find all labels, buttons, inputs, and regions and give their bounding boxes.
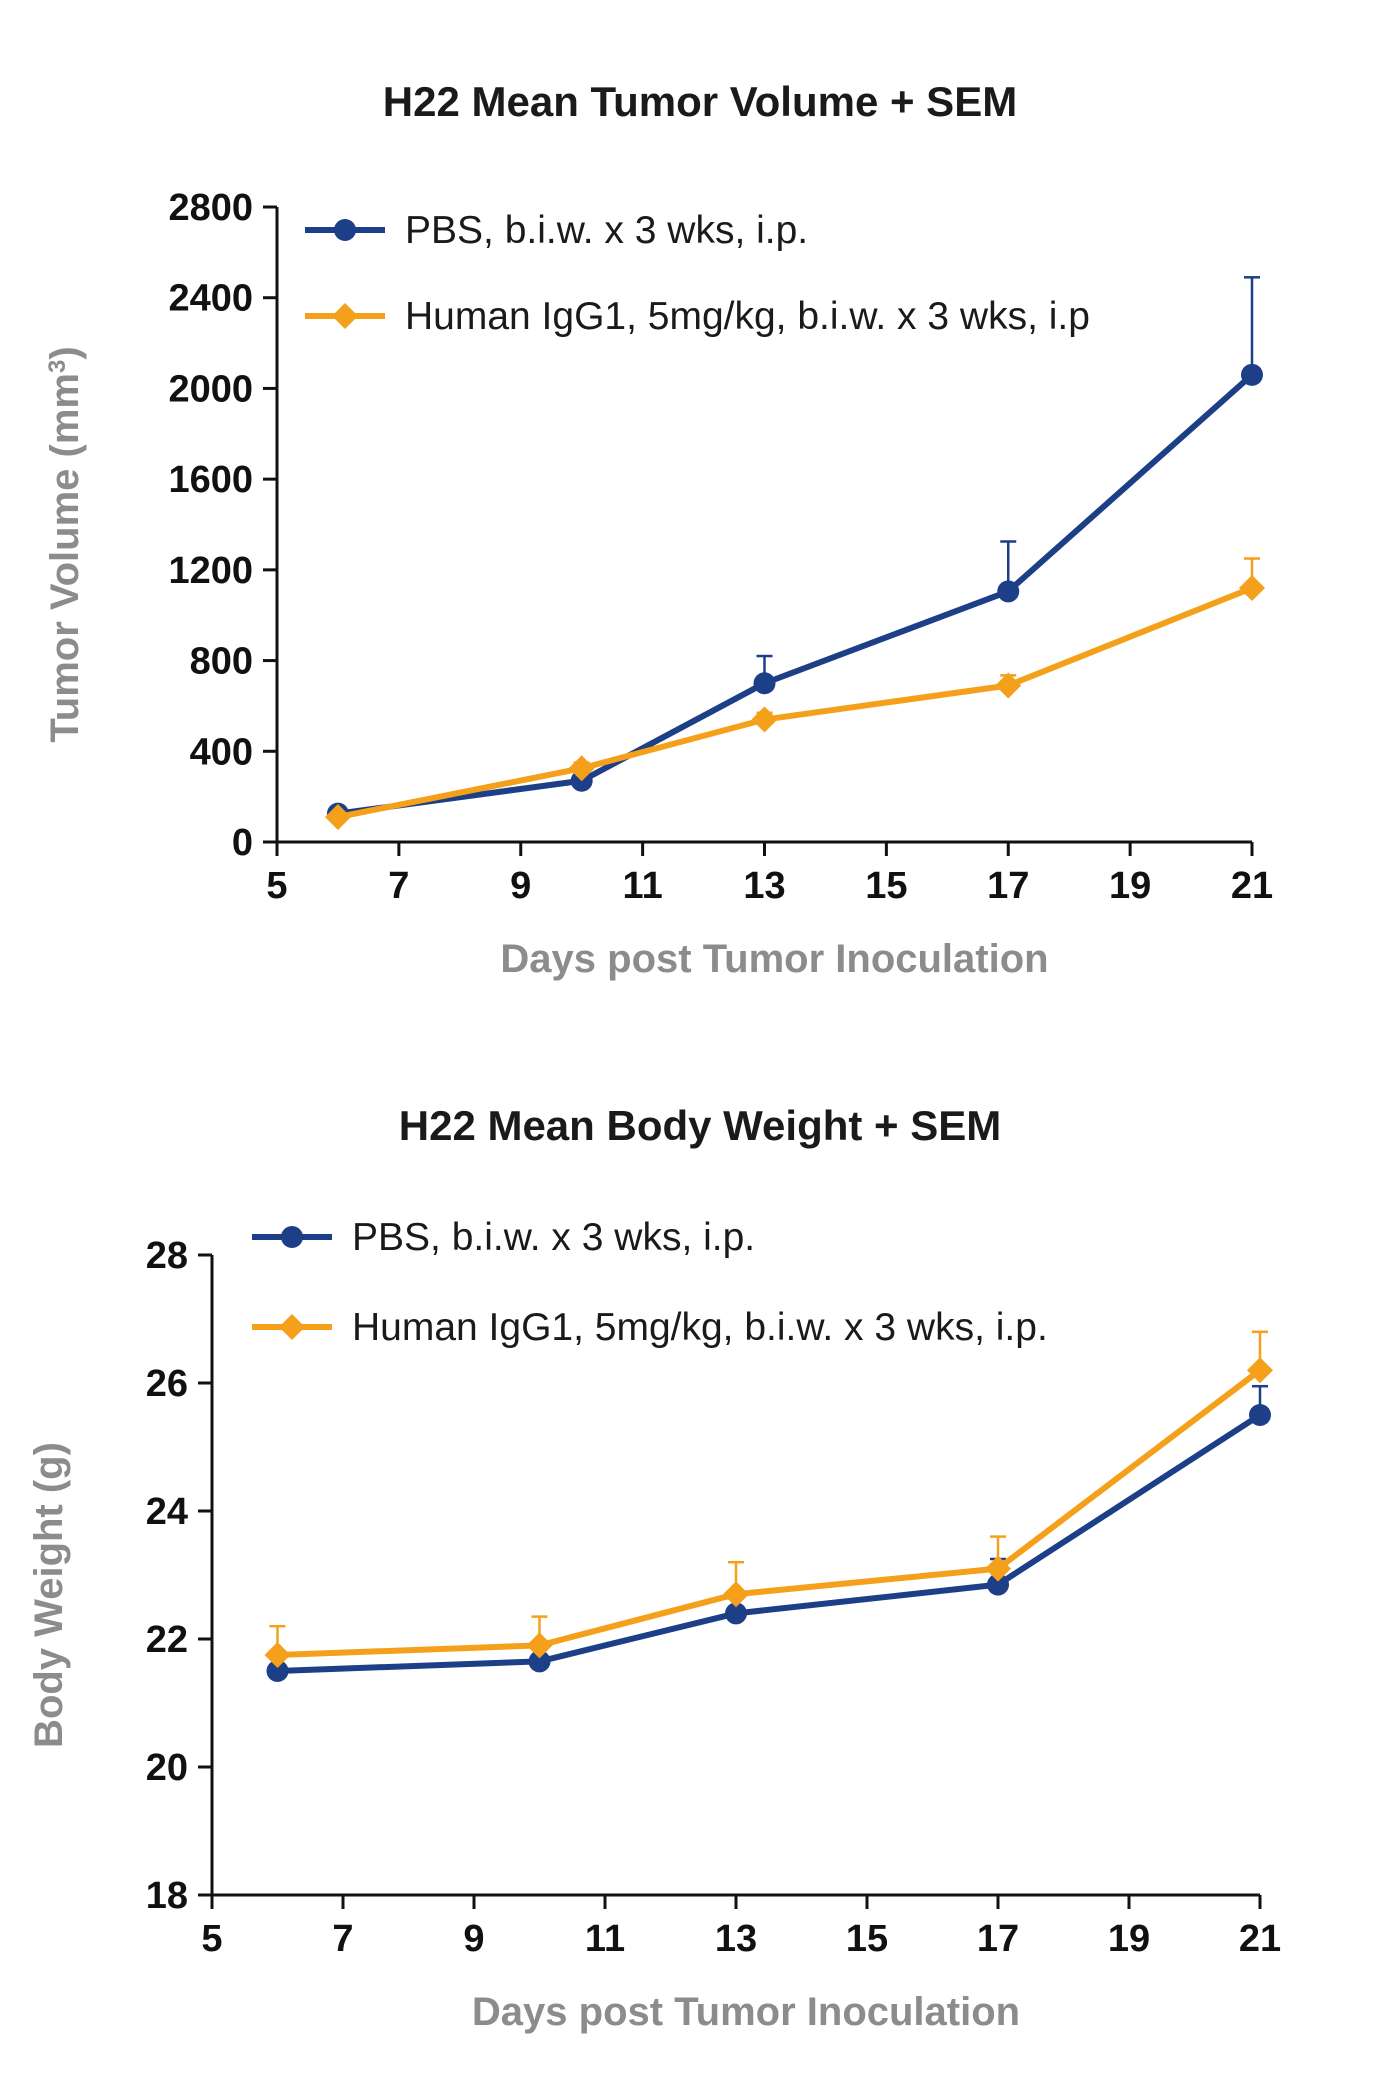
body-weight-chart: H22 Mean Body Weight + SEM 18 20 22 24 26 28 5… xyxy=(0,1040,1400,2097)
x-tick-label: 9 xyxy=(510,865,531,907)
data-point xyxy=(1247,1357,1273,1384)
series-human-igg1 xyxy=(324,557,1265,831)
y-tick-label: 800 xyxy=(190,641,253,683)
x-tick-label: 17 xyxy=(987,865,1029,907)
legend-label: Human IgG1, 5mg/kg, b.i.w. x 3 wks, i.p xyxy=(405,295,1090,338)
data-point xyxy=(995,672,1022,699)
chart-title: H22 Mean Body Weight + SEM xyxy=(398,1102,1002,1149)
data-point xyxy=(725,1602,747,1625)
y-tick-label: 2800 xyxy=(168,187,253,229)
tumor-volume-plot: 0 400 800 1200 1600 2000 2400 2800 5 7 9 11 13 15 17 19… xyxy=(43,187,1273,981)
y-axis-label-close: ) xyxy=(43,346,87,359)
legend-label: Human IgG1, 5mg/kg, b.i.w. x 3 wks, i.p. xyxy=(352,1306,1048,1349)
data-point xyxy=(526,1632,553,1659)
data-point xyxy=(723,1581,749,1608)
y-tick-label: 22 xyxy=(146,1619,188,1661)
data-point xyxy=(1241,363,1263,386)
x-tick-label: 7 xyxy=(388,865,409,907)
y-tick-label: 1600 xyxy=(168,459,253,501)
x-tick-label: 19 xyxy=(1109,865,1151,907)
data-point xyxy=(753,672,776,695)
series-human-igg1 xyxy=(264,1330,1273,1668)
data-point xyxy=(568,755,595,782)
chart-title: H22 Mean Tumor Volume + SEM xyxy=(382,78,1018,125)
y-tick-label: 18 xyxy=(146,1875,188,1917)
series-line xyxy=(337,372,1254,817)
y-axis-label: Tumor Volume (mm3) xyxy=(43,346,87,742)
legend-marker xyxy=(332,303,358,329)
x-tick-label: 17 xyxy=(977,1918,1019,1960)
y-tick-label: 20 xyxy=(146,1747,188,1789)
x-tick-label: 15 xyxy=(846,1918,888,1960)
series-pbs xyxy=(266,1384,1271,1682)
x-tick-label: 13 xyxy=(743,865,785,907)
x-tick-label: 21 xyxy=(1239,1918,1281,1960)
x-tick-label: 9 xyxy=(463,1918,484,1960)
y-tick-label: 1200 xyxy=(168,550,253,592)
y-tick-label: 400 xyxy=(190,731,253,773)
y-tick-label: 24 xyxy=(146,1491,188,1533)
legend-marker xyxy=(279,1314,305,1340)
x-tick-label: 21 xyxy=(1231,865,1273,907)
x-tick-label: 7 xyxy=(332,1918,353,1960)
y-axis-label: Body Weight (g) xyxy=(27,1442,71,1748)
data-point xyxy=(528,1650,551,1673)
legend-marker xyxy=(334,219,356,241)
data-point xyxy=(985,1555,1011,1582)
legend-marker xyxy=(281,1226,303,1248)
x-tick-label: 5 xyxy=(201,1918,222,1960)
x-tick-label: 19 xyxy=(1108,1918,1150,1960)
data-point xyxy=(1249,1404,1271,1426)
series-pbs xyxy=(326,276,1263,825)
data-point xyxy=(264,1642,291,1668)
legend-label: PBS, b.i.w. x 3 wks, i.p. xyxy=(352,1216,755,1259)
y-tick-label: 2000 xyxy=(168,368,253,410)
x-axis-label: Days post Tumor Inoculation xyxy=(500,937,1048,981)
x-tick-label: 13 xyxy=(715,1918,757,1960)
data-point xyxy=(1239,575,1265,601)
body-weight-plot: 18 20 22 24 26 28 5 7 9 11 13 15 17 19 21 Days post Tum… xyxy=(27,1216,1281,2034)
y-tick-label: 2400 xyxy=(168,278,253,320)
tumor-volume-chart: H22 Mean Tumor Volume + SEM 0 400 800 1200 1… xyxy=(0,0,1400,1040)
data-point xyxy=(324,804,351,831)
series-line xyxy=(277,1412,1262,1674)
data-point xyxy=(266,1660,289,1682)
y-tick-label: 26 xyxy=(146,1363,188,1405)
x-tick-label: 11 xyxy=(585,1918,625,1960)
x-tick-label: 15 xyxy=(865,865,907,907)
data-point xyxy=(987,1573,1009,1596)
data-point xyxy=(997,580,1020,603)
x-tick-label: 5 xyxy=(266,865,287,907)
x-tick-label: 11 xyxy=(623,865,663,907)
y-tick-label: 0 xyxy=(232,822,253,864)
data-point xyxy=(751,706,778,733)
legend-label: PBS, b.i.w. x 3 wks, i.p. xyxy=(405,209,808,252)
y-axis-label-superscript: 3 xyxy=(44,360,71,373)
series-line xyxy=(337,585,1254,820)
y-tick-label: 28 xyxy=(146,1235,188,1277)
x-axis-label: Days post Tumor Inoculation xyxy=(472,1990,1020,2034)
